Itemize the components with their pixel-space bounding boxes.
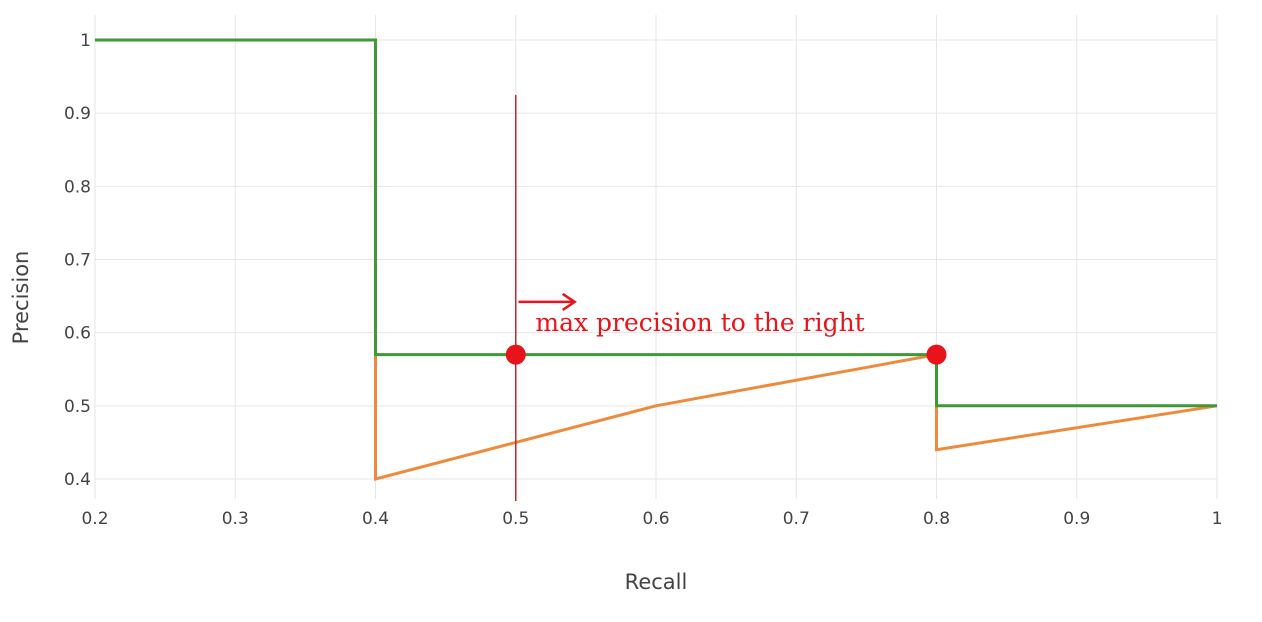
highlight-point bbox=[926, 344, 947, 365]
y-axis-title: Precision bbox=[9, 251, 33, 345]
interpolated-precision-series-line bbox=[95, 38, 1217, 408]
y-tick-label: 0.9 bbox=[64, 104, 91, 124]
y-grid bbox=[95, 39, 1217, 480]
x-tick-label: 1 bbox=[1212, 509, 1223, 529]
x-axis-title: Recall bbox=[625, 570, 688, 594]
x-tick-label: 0.6 bbox=[642, 509, 669, 529]
x-tick-label: 0.2 bbox=[81, 509, 108, 529]
y-tick-label: 0.5 bbox=[64, 397, 91, 417]
precision-series-line bbox=[374, 352, 1218, 481]
arrow-right-icon bbox=[561, 292, 577, 311]
x-tick-labels: 0.2 0.3 0.4 0.5 0.6 0.7 0.8 0.9 1 bbox=[81, 509, 1222, 529]
x-tick-label: 0.4 bbox=[362, 509, 389, 529]
y-tick-label: 0.7 bbox=[64, 251, 91, 271]
highlight-point bbox=[505, 344, 526, 365]
x-tick-label: 0.3 bbox=[222, 509, 249, 529]
y-tick-label: 0.8 bbox=[64, 177, 91, 197]
x-tick-label: 0.8 bbox=[923, 509, 950, 529]
y-tick-labels: 0.4 0.5 0.6 0.7 0.8 0.9 1 bbox=[64, 31, 91, 490]
y-tick-label: 0.4 bbox=[64, 470, 91, 490]
x-tick-label: 0.5 bbox=[502, 509, 529, 529]
annotation-layer bbox=[505, 94, 947, 501]
annotation-text: max precision to the right bbox=[535, 308, 864, 337]
x-tick-label: 0.7 bbox=[783, 509, 810, 529]
y-tick-label: 1 bbox=[80, 31, 91, 51]
y-tick-label: 0.6 bbox=[64, 324, 91, 344]
x-tick-label: 0.9 bbox=[1063, 509, 1090, 529]
series-layer bbox=[95, 38, 1218, 481]
x-grid bbox=[94, 15, 1218, 499]
